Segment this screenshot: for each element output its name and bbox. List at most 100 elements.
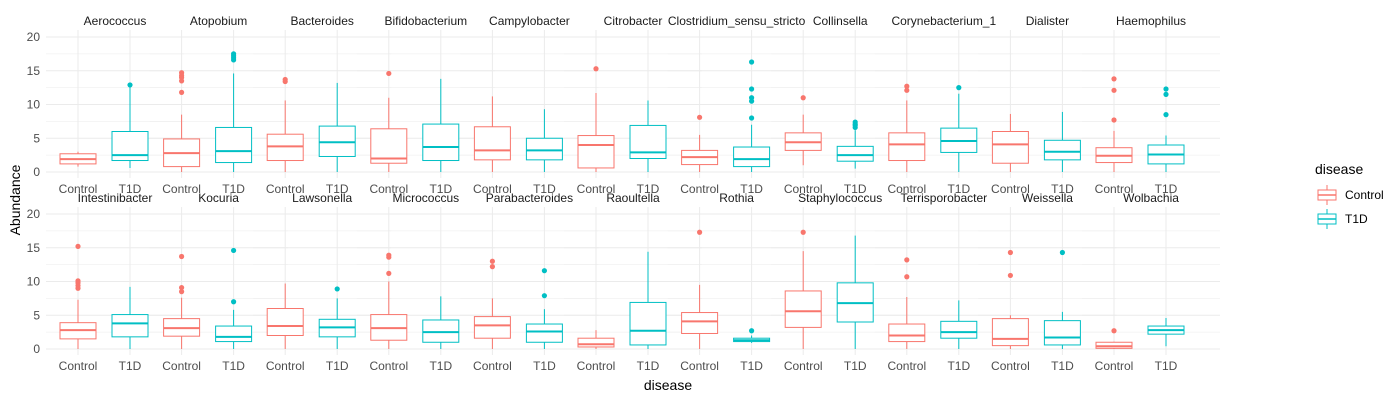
facet-panels: Aerococcus Control T1D 0 5 10 15 20 Atopobium Con… xyxy=(27,14,1220,373)
x-tick-label-corynebacterium-1: T1D xyxy=(947,182,970,196)
box-bacteroides-t1d xyxy=(318,82,356,172)
strip-label-parabacteroides: Parabacteroides xyxy=(486,191,573,205)
box-kocuria-t1d xyxy=(215,247,253,349)
iqr-box xyxy=(266,308,304,336)
outlier-point xyxy=(749,59,755,65)
facet-haemophilus: Haemophilus Control T1D xyxy=(1082,14,1220,196)
strip-label-raoultella: Raoultella xyxy=(606,191,660,205)
outlier-point xyxy=(386,70,392,77)
x-tick-label-clostridium-sensu-stricto: Control xyxy=(680,182,719,196)
y-tick-label: 0 xyxy=(33,165,40,179)
legend-label-control: Control xyxy=(1345,188,1384,202)
x-tick-label-campylobacter: Control xyxy=(473,182,512,196)
iqr-box xyxy=(318,125,356,157)
box-intestinibacter-t1d xyxy=(111,286,149,349)
facet-dialister: Dialister Control T1D xyxy=(978,14,1117,196)
iqr-box xyxy=(888,323,926,343)
strip-label-intestinibacter: Intestinibacter xyxy=(78,191,153,205)
legend-title: disease xyxy=(1315,161,1363,177)
strip-label-campylobacter: Campylobacter xyxy=(489,14,570,28)
box-bifidobacterium-t1d xyxy=(422,78,460,172)
x-tick-label-citrobacter: Control xyxy=(577,182,616,196)
outlier-point xyxy=(697,229,703,235)
strip-label-rothia: Rothia xyxy=(719,191,754,205)
outlier-point xyxy=(1007,249,1014,256)
outlier-point xyxy=(800,95,806,101)
x-tick-label-dialister: Control xyxy=(991,182,1030,196)
x-tick-label-raoultella: T1D xyxy=(637,359,660,373)
box-bifidobacterium-control xyxy=(370,70,408,172)
outlier-point xyxy=(541,268,548,274)
iqr-box xyxy=(473,126,511,161)
x-axis-title: disease xyxy=(644,377,692,393)
outlier-point xyxy=(749,86,755,92)
x-tick-label-haemophilus: Control xyxy=(1095,182,1134,196)
facet-aerococcus: Aerococcus Control T1D 0 5 10 15 20 xyxy=(27,14,184,196)
x-tick-label-aerococcus: T1D xyxy=(119,182,142,196)
outlier-point xyxy=(231,247,237,254)
y-tick-label: 5 xyxy=(33,308,40,322)
strip-label-aerococcus: Aerococcus xyxy=(84,14,147,28)
legend-label-t1d: T1D xyxy=(1345,212,1368,226)
outlier-point xyxy=(1111,76,1117,82)
box-dialister-control xyxy=(991,113,1029,172)
outlier-point xyxy=(749,328,755,334)
outlier-point xyxy=(489,264,495,270)
outlier-point xyxy=(179,253,185,260)
strip-label-haemophilus: Haemophilus xyxy=(1116,14,1186,28)
x-tick-label-lawsonella: T1D xyxy=(326,359,349,373)
iqr-box xyxy=(888,132,926,162)
y-tick-label: 20 xyxy=(27,207,41,221)
iqr-box xyxy=(525,137,563,161)
iqr-box xyxy=(111,314,149,338)
x-tick-label-aerococcus: Control xyxy=(59,182,98,196)
x-tick-label-clostridium-sensu-stricto: T1D xyxy=(740,182,763,196)
facet-bifidobacterium: Bifidobacterium Control T1D xyxy=(356,14,495,196)
y-tick-label: 10 xyxy=(27,98,41,112)
x-tick-label-collinsella: T1D xyxy=(844,182,867,196)
outlier-point xyxy=(179,284,185,291)
box-staphylococcus-control xyxy=(784,229,822,349)
outlier-point xyxy=(904,257,910,263)
outlier-point xyxy=(386,270,392,276)
outlier-point xyxy=(800,229,806,235)
strip-label-kocuria: Kocuria xyxy=(198,191,239,205)
outlier-point xyxy=(179,89,185,95)
outlier-point xyxy=(852,119,858,125)
iqr-box xyxy=(733,146,771,168)
box-atopobium-t1d xyxy=(215,51,253,172)
outlier-point xyxy=(541,293,548,299)
outlier-point xyxy=(904,274,910,280)
x-tick-label-staphylococcus: Control xyxy=(784,359,823,373)
x-tick-label-collinsella: Control xyxy=(784,182,823,196)
box-kocuria-control xyxy=(163,253,201,349)
iqr-box xyxy=(629,124,667,160)
y-tick-label: 20 xyxy=(27,30,41,44)
facet-weissella: Weissella Control T1D xyxy=(978,191,1117,373)
iqr-box xyxy=(1043,139,1081,161)
x-tick-label-rothia: T1D xyxy=(740,359,763,373)
facet-rothia: Rothia Control T1D xyxy=(667,191,806,373)
outlier-point xyxy=(127,82,133,88)
iqr-box xyxy=(681,312,719,334)
box-collinsella-t1d xyxy=(836,119,874,169)
outlier-point xyxy=(1163,86,1169,92)
strip-label-weissella: Weissella xyxy=(1022,191,1073,205)
box-parabacteroides-t1d xyxy=(525,268,563,349)
strip-label-clostridium-sensu-stricto: Clostridium_sensu_stricto xyxy=(668,14,806,28)
facet-corynebacterium-1: Corynebacterium_1 Control T1D xyxy=(874,14,1013,196)
strip-label-wolbachia: Wolbachia xyxy=(1123,191,1179,205)
x-tick-label-citrobacter: T1D xyxy=(637,182,660,196)
x-tick-label-rothia: Control xyxy=(680,359,719,373)
strip-label-terrisporobacter: Terrisporobacter xyxy=(900,191,987,205)
box-citrobacter-control xyxy=(577,66,615,172)
outlier-point xyxy=(749,115,755,121)
x-tick-label-lawsonella: Control xyxy=(266,359,305,373)
x-tick-label-corynebacterium-1: Control xyxy=(887,182,926,196)
strip-label-citrobacter: Citrobacter xyxy=(604,14,663,28)
iqr-box xyxy=(370,128,408,164)
facet-wolbachia: Wolbachia Control T1D xyxy=(1082,191,1220,373)
x-tick-label-dialister: T1D xyxy=(1051,182,1074,196)
outlier-point xyxy=(75,243,81,249)
